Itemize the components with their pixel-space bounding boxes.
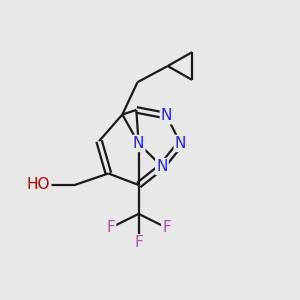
Text: N: N	[156, 159, 168, 174]
Text: N: N	[161, 108, 172, 123]
Text: F: F	[134, 235, 143, 250]
Text: N: N	[133, 136, 144, 151]
Text: HO: HO	[27, 178, 50, 193]
Text: F: F	[162, 220, 171, 235]
Text: F: F	[106, 220, 115, 235]
Text: N: N	[175, 136, 186, 151]
